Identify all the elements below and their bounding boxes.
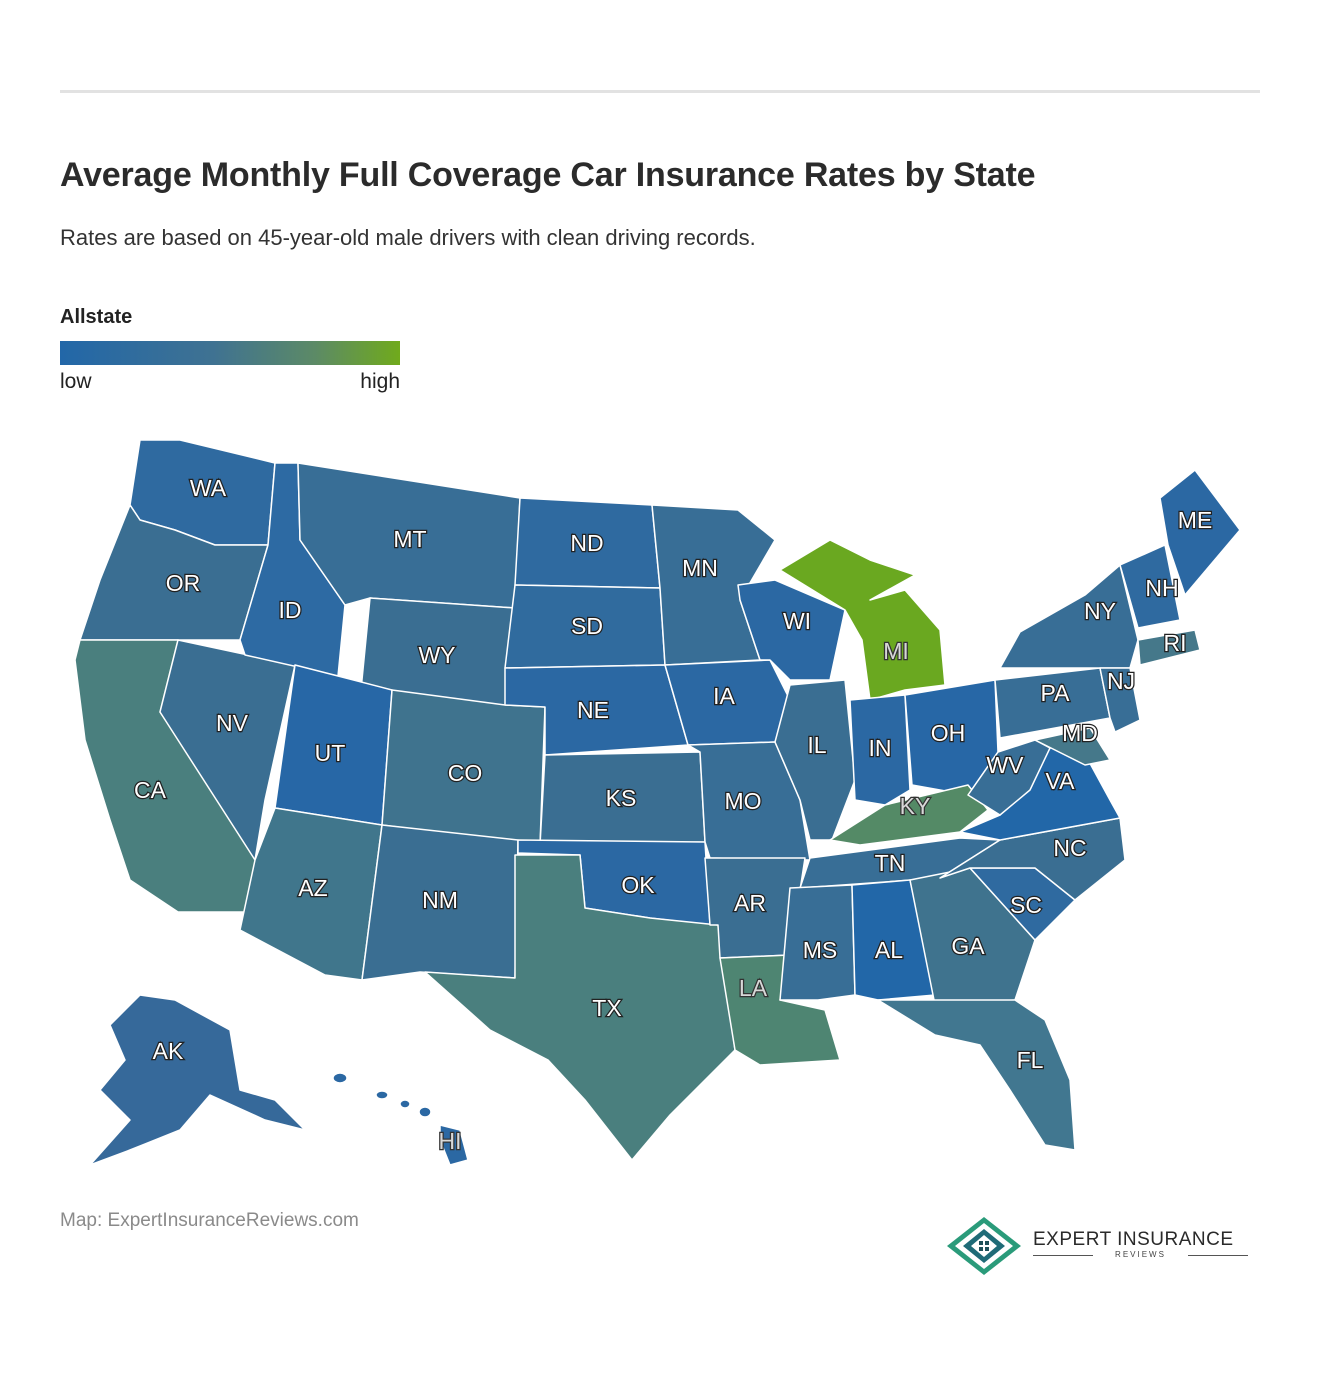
state-label-wy: WY — [418, 642, 455, 668]
state-md — [1034, 727, 1111, 766]
state-label-mt: MT — [393, 526, 426, 552]
legend-low-label: low — [60, 370, 92, 393]
state-label-sc: SC — [1010, 892, 1042, 918]
state-label-fl: FL — [1017, 1047, 1044, 1073]
state-ak — [89, 994, 306, 1166]
state-label-ak: AK — [153, 1038, 184, 1064]
state-label-az: AZ — [298, 875, 327, 901]
state-hi — [439, 1124, 469, 1166]
state-co — [381, 689, 546, 846]
state-label-ga: GA — [951, 933, 985, 959]
state-label-or: OR — [166, 570, 201, 596]
state-label-ca: CA — [134, 777, 167, 803]
state-label-ne: NE — [577, 697, 609, 723]
state-label-tn: TN — [875, 850, 906, 876]
state-label-me: ME — [1178, 507, 1213, 533]
state-label-in: IN — [869, 735, 892, 761]
state-label-ny: NY — [1084, 598, 1116, 624]
state-label-wv: WV — [986, 752, 1024, 778]
brand-name: EXPERT INSURANCE — [1033, 1229, 1234, 1250]
legend-gradient-bar — [60, 341, 400, 365]
hawaii-island — [375, 1090, 389, 1100]
state-ny — [999, 564, 1139, 669]
state-nj — [1099, 667, 1141, 733]
state-ms — [779, 884, 856, 1001]
state-in — [849, 694, 911, 806]
state-me — [1159, 469, 1241, 596]
brand-subtitle: REVIEWS — [1033, 1250, 1248, 1259]
state-ri — [1137, 629, 1201, 666]
map-credit: Map: ExpertInsuranceReviews.com — [60, 1210, 359, 1231]
legend-high-label: high — [360, 370, 400, 393]
us-choropleth-map: WA OR CA NV ID MT WY UT AZ CO NM ND SD NE KS OK TX MN IA MO… — [74, 439, 1241, 1166]
brand-logo: EXPERT INSURANCE REVIEWS — [945, 1215, 1265, 1280]
state-label-ut: UT — [315, 740, 346, 766]
legend-title: Allstate — [60, 306, 133, 328]
state-label-oh: OH — [931, 720, 966, 746]
state-label-wa: WA — [190, 475, 227, 501]
hawaii-island — [418, 1106, 432, 1118]
state-label-ia: IA — [713, 683, 735, 709]
state-label-mo: MO — [724, 788, 761, 814]
state-label-co: CO — [448, 760, 483, 786]
state-nh — [1119, 544, 1181, 629]
state-label-mn: MN — [682, 555, 718, 581]
state-label-sd: SD — [571, 613, 603, 639]
state-label-nh: NH — [1145, 575, 1178, 601]
state-label-id: ID — [279, 597, 302, 623]
state-wi — [737, 579, 846, 681]
state-fl — [877, 999, 1076, 1151]
state-label-nm: NM — [422, 887, 458, 913]
hawaii-island — [399, 1099, 411, 1109]
state-al — [851, 879, 936, 1001]
state-mi — [779, 539, 946, 701]
state-label-il: IL — [807, 732, 826, 758]
page-title: Average Monthly Full Coverage Car Insura… — [60, 156, 1036, 194]
state-il — [774, 679, 856, 841]
state-label-va: VA — [1046, 768, 1076, 794]
page-subtitle: Rates are based on 45-year-old male driv… — [60, 225, 756, 250]
state-label-pa: PA — [1041, 680, 1071, 706]
state-label-hi: HI — [439, 1128, 462, 1154]
top-divider — [60, 90, 1260, 93]
state-label-nj: NJ — [1107, 668, 1135, 694]
state-label-md: MD — [1062, 720, 1098, 746]
state-label-ri: RI — [1164, 630, 1187, 656]
state-label-nc: NC — [1053, 835, 1086, 861]
state-label-ks: KS — [606, 785, 637, 811]
state-label-nd: ND — [570, 530, 603, 556]
hawaii-island — [332, 1072, 348, 1084]
state-label-al: AL — [875, 937, 903, 963]
state-label-wi: WI — [783, 608, 811, 634]
state-label-mi: MI — [883, 638, 909, 664]
state-label-ok: OK — [621, 872, 655, 898]
state-label-ky: KY — [900, 793, 931, 819]
state-label-la: LA — [739, 975, 768, 1001]
state-tx — [424, 854, 736, 1161]
state-label-nv: NV — [216, 710, 249, 736]
state-label-ar: AR — [734, 890, 766, 916]
brand-diamond-icon — [947, 1217, 1021, 1275]
state-label-ms: MS — [803, 937, 838, 963]
state-label-tx: TX — [592, 995, 621, 1021]
state-ky — [829, 784, 989, 846]
